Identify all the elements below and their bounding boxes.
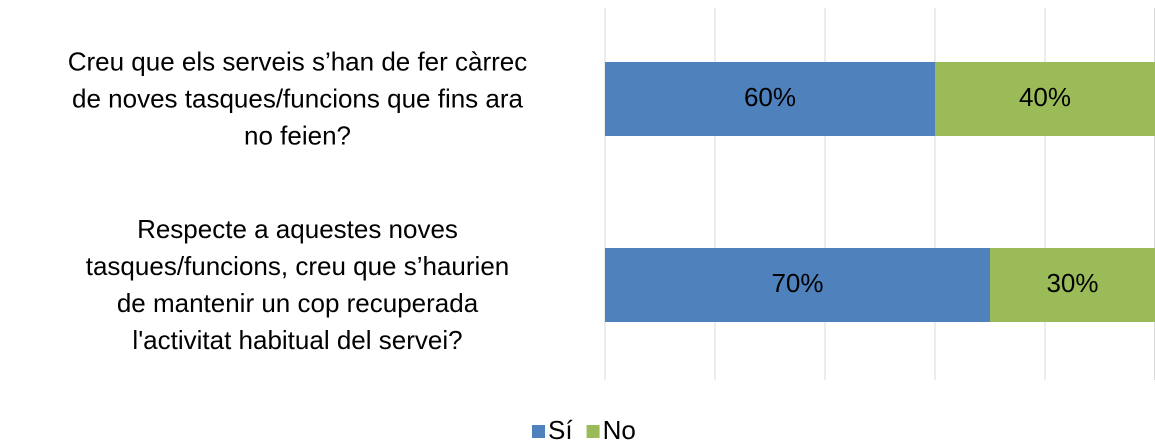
bar-segment [605,62,935,136]
bar-segment [935,62,1155,136]
legend-label: No [603,415,636,445]
category-label: Respecte a aquestes noves tasques/funcio… [85,214,510,355]
legend-label: Sí [548,415,573,445]
category-label: Creu que els serveis s’han de fer càrrec… [67,46,528,151]
value-label: 40% [1019,82,1071,112]
value-label: 70% [771,268,823,298]
bar-segment [605,248,990,322]
legend-swatch [532,425,545,438]
value-label: 30% [1046,268,1098,298]
bar-segment [990,248,1155,322]
value-label: 60% [744,82,796,112]
legend-swatch [586,425,600,438]
